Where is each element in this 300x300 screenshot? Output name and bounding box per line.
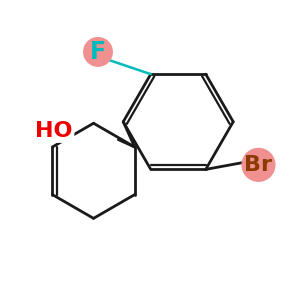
Text: Br: Br bbox=[244, 155, 272, 175]
Text: F: F bbox=[90, 40, 106, 64]
Text: HO: HO bbox=[35, 121, 72, 141]
Circle shape bbox=[242, 148, 275, 181]
Circle shape bbox=[84, 38, 112, 66]
